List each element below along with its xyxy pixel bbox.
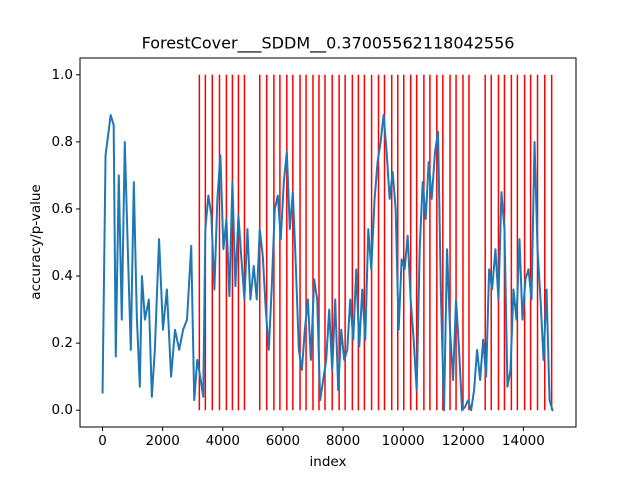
- x-tick-label: 0: [98, 433, 107, 449]
- data-line: [101, 114, 554, 412]
- x-tick-label: 10000: [382, 433, 425, 449]
- x-tick-label: 4000: [206, 433, 240, 449]
- y-tick-label: 1.0: [52, 67, 73, 83]
- x-axis-label: index: [310, 454, 347, 470]
- y-tick-label: 0.8: [52, 134, 73, 150]
- y-axis-label: accuracy/p-value: [28, 184, 44, 299]
- x-tick-label: 2000: [145, 433, 179, 449]
- y-tick-label: 0.0: [52, 402, 73, 418]
- x-tick-label: 14000: [502, 433, 545, 449]
- y-tick-label: 0.4: [52, 268, 73, 284]
- x-tick-label: 8000: [326, 433, 360, 449]
- y-tick-label: 0.2: [52, 335, 73, 351]
- plot-frame: [79, 57, 577, 428]
- y-tick-label: 0.6: [52, 201, 73, 217]
- chart-title: ForestCover___SDDM__0.37005562118042556: [142, 34, 515, 54]
- x-tick-label: 12000: [442, 433, 485, 449]
- x-tick-label: 6000: [266, 433, 300, 449]
